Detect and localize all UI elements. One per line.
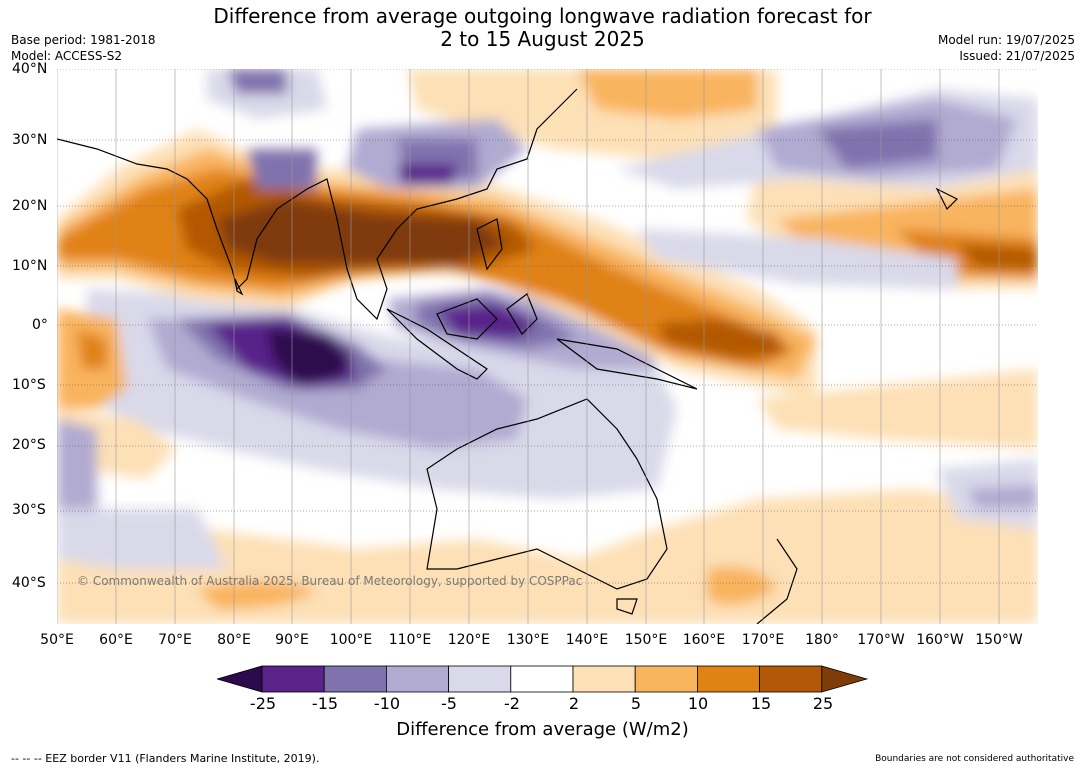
meta-left: Base period: 1981-2018 Model: ACCESS-S2	[11, 32, 156, 64]
base-period: Base period: 1981-2018	[11, 33, 156, 47]
cbar-tick-neg15: -15	[311, 694, 339, 713]
lon-label-50e: 50°E	[40, 632, 74, 648]
cbar-tick-neg5: -5	[441, 694, 457, 713]
olr-anomaly-map	[57, 69, 1038, 624]
lon-label-100e: 100°E	[329, 632, 373, 648]
cbar-tick-25: 25	[812, 694, 834, 713]
lon-label-170w: 170°W	[857, 632, 905, 648]
lat-label-30n: 30°N	[12, 132, 48, 148]
lon-label-150e: 150°E	[624, 632, 668, 648]
cbar-segment-5	[510, 665, 574, 693]
lon-label-80e: 80°E	[217, 632, 251, 648]
title-line-1: Difference from average outgoing longwav…	[213, 4, 872, 28]
eez-border-note: -- -- -- EEZ border V11 (Flanders Marine…	[11, 752, 320, 765]
cbar-segment-7	[634, 665, 698, 693]
coastlines	[57, 88, 959, 624]
model-run: Model run: 19/07/2025	[937, 33, 1075, 47]
lat-label-equator: 0°	[32, 317, 48, 333]
issued-date: Issued: 21/07/2025	[959, 49, 1075, 63]
cbar-segment-1	[261, 665, 325, 693]
cbar-segment-4	[448, 665, 512, 693]
lon-label-140e: 140°E	[565, 632, 609, 648]
cbar-tick-2: 2	[568, 694, 580, 713]
lat-label-40s: 40°S	[12, 575, 46, 591]
lon-label-110e: 110°E	[388, 632, 432, 648]
boundaries-disclaimer: Boundaries are not considered authoritat…	[875, 754, 1074, 764]
cbar-segment-6	[572, 665, 636, 693]
cbar-tick-5: 5	[630, 694, 642, 713]
model-name: Model: ACCESS-S2	[11, 49, 123, 63]
australia-coast	[426, 398, 668, 590]
lon-label-150w: 150°W	[975, 632, 1023, 648]
lon-label-180: 180°	[805, 632, 839, 648]
cbar-segment-9	[759, 665, 823, 693]
cbar-tick-neg2: -2	[504, 694, 520, 713]
cbar-segment-8	[696, 665, 760, 693]
lat-label-20n: 20°N	[12, 198, 48, 214]
cbar-arrow-high	[821, 665, 869, 693]
lat-label-10n: 10°N	[12, 258, 48, 274]
cbar-tick-neg25: -25	[249, 694, 277, 713]
cbar-tick-10: 10	[687, 694, 709, 713]
copyright-notice: © Commonwealth of Australia 2025, Bureau…	[77, 574, 583, 588]
meta-right: Model run: 19/07/2025 Issued: 21/07/2025	[938, 32, 1075, 64]
title-line-2: 2 to 15 August 2025	[440, 27, 645, 51]
colorbar-label: Difference from average (W/m2)	[396, 719, 689, 740]
lon-label-90e: 90°E	[275, 632, 309, 648]
lon-label-160w: 160°W	[916, 632, 964, 648]
cbar-segment-2	[323, 665, 387, 693]
cbar-tick-15: 15	[750, 694, 772, 713]
lon-label-160e: 160°E	[682, 632, 726, 648]
lon-label-60e: 60°E	[99, 632, 133, 648]
cbar-arrow-low	[217, 665, 263, 693]
map-title: Difference from average outgoing longwav…	[0, 5, 1085, 51]
colorbar	[217, 665, 869, 693]
lon-label-170e: 170°E	[741, 632, 785, 648]
cbar-tick-neg10: -10	[373, 694, 401, 713]
lat-label-40n: 40°N	[12, 61, 48, 77]
anomaly-field	[57, 69, 1038, 624]
lon-label-130e: 130°E	[506, 632, 550, 648]
map-area	[57, 69, 1038, 624]
cbar-segment-3	[385, 665, 449, 693]
meridians	[57, 69, 1000, 624]
lon-label-120e: 120°E	[447, 632, 491, 648]
lat-label-20s: 20°S	[12, 437, 46, 453]
lat-label-10s: 10°S	[12, 377, 46, 393]
lon-label-70e: 70°E	[158, 632, 192, 648]
lat-label-30s: 30°S	[12, 502, 46, 518]
